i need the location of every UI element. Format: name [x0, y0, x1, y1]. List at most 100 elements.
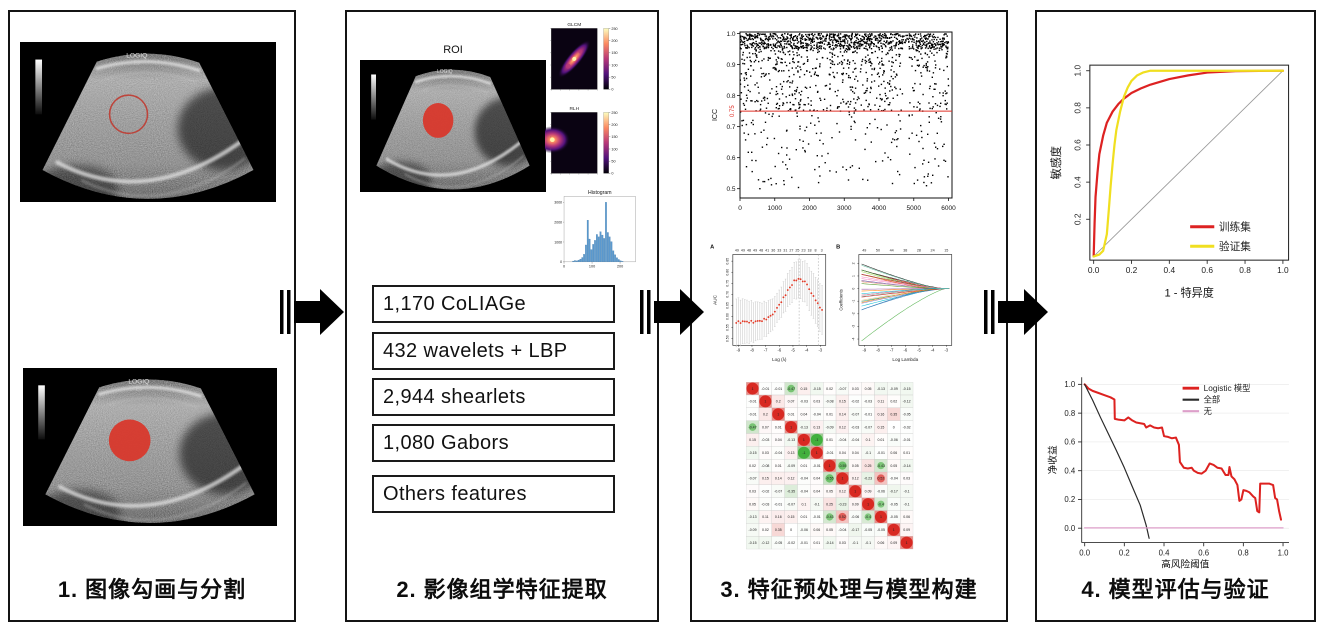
- svg-text:1: 1: [816, 451, 818, 455]
- panel-2-feature-extraction: ROI LOGIQ E9 GLCM 250 200 150 100 50 0 RLH 250 20…: [345, 10, 659, 622]
- svg-text:50: 50: [876, 248, 880, 252]
- svg-text:LOGIQ: LOGIQ: [128, 378, 149, 385]
- svg-text:训练集: 训练集: [1219, 220, 1251, 233]
- svg-text:0.8: 0.8: [1073, 102, 1083, 114]
- svg-text:0.06: 0.06: [878, 541, 885, 545]
- svg-text:1 - 特异度: 1 - 特异度: [1164, 285, 1213, 299]
- svg-text:250: 250: [611, 111, 617, 115]
- svg-text:0.2: 0.2: [1119, 548, 1130, 557]
- svg-text:1: 1: [841, 477, 843, 481]
- svg-text:100: 100: [611, 147, 617, 151]
- ultrasound-image-roi-outline: LOGIQ E9: [20, 42, 276, 202]
- svg-text:0.14: 0.14: [839, 412, 846, 416]
- svg-text:-0.03: -0.03: [761, 502, 769, 506]
- svg-text:-0.06: -0.06: [890, 438, 898, 442]
- feature-box-others: Others features: [372, 475, 615, 513]
- svg-text:验证集: 验证集: [1219, 240, 1251, 253]
- svg-text:-0.04: -0.04: [838, 438, 846, 442]
- svg-text:0.50: 0.50: [726, 335, 730, 342]
- svg-text:0.6: 0.6: [1198, 548, 1209, 557]
- svg-text:0.01: 0.01: [788, 412, 795, 416]
- svg-text:-0.01: -0.01: [800, 541, 808, 545]
- svg-text:-0.04: -0.04: [813, 412, 821, 416]
- flow-arrow-icon: [280, 289, 344, 335]
- caption-number: 1.: [57, 577, 79, 602]
- svg-text:0.16: 0.16: [775, 515, 782, 519]
- svg-text:-0.01: -0.01: [774, 387, 782, 391]
- svg-text:-0.01: -0.01: [813, 464, 821, 468]
- svg-text:-0.07: -0.07: [864, 425, 872, 429]
- svg-text:0.12: 0.12: [839, 490, 846, 494]
- svg-text:0.01: 0.01: [878, 438, 885, 442]
- svg-text:0.2: 0.2: [1126, 265, 1138, 275]
- svg-text:RLH: RLH: [569, 106, 579, 112]
- svg-text:-0.09: -0.09: [826, 425, 834, 429]
- svg-text:-2: -2: [852, 312, 856, 315]
- svg-text:0: 0: [611, 172, 613, 176]
- feature-box-coliage: 1,170 CoLIAGe: [372, 285, 615, 323]
- svg-text:31: 31: [783, 248, 787, 252]
- svg-text:1: 1: [790, 425, 792, 429]
- svg-text:-0.35: -0.35: [787, 490, 795, 494]
- svg-text:-0.1: -0.1: [865, 451, 871, 455]
- svg-text:0.04: 0.04: [813, 477, 820, 481]
- svg-text:0.52: 0.52: [839, 515, 846, 519]
- svg-text:0.4: 0.4: [1073, 176, 1083, 188]
- svg-text:0.4: 0.4: [1159, 548, 1170, 557]
- svg-text:0.02: 0.02: [749, 464, 756, 468]
- svg-text:-0.07: -0.07: [749, 477, 757, 481]
- caption-text: 图像勾画与分割: [85, 577, 247, 602]
- svg-text:0.1: 0.1: [801, 502, 806, 506]
- panel-3-caption: 3. 特征预处理与模型构建: [692, 572, 1006, 604]
- glcm-heatmap: GLCM 250 200 150 100 50 0: [545, 20, 637, 102]
- svg-text:0.12: 0.12: [788, 477, 795, 481]
- svg-text:-0.03: -0.03: [864, 400, 872, 404]
- svg-text:0.1: 0.1: [866, 438, 871, 442]
- svg-text:-0.07: -0.07: [774, 490, 782, 494]
- svg-text:0.04: 0.04: [839, 451, 846, 455]
- svg-text:-0.01: -0.01: [813, 515, 821, 519]
- svg-text:0.01: 0.01: [826, 412, 833, 416]
- svg-text:-0.14: -0.14: [826, 541, 834, 545]
- caption-number: 2.: [396, 577, 417, 602]
- svg-text:-0.02: -0.02: [903, 425, 911, 429]
- svg-text:0.11: 0.11: [762, 515, 769, 519]
- svg-text:0.4: 0.4: [1064, 466, 1075, 475]
- svg-text:0.15: 0.15: [878, 425, 885, 429]
- svg-text:-0.17: -0.17: [851, 528, 859, 532]
- svg-text:-1: -1: [852, 300, 856, 303]
- svg-text:无: 无: [1204, 407, 1212, 416]
- svg-text:0.05: 0.05: [826, 528, 833, 532]
- svg-text:200: 200: [617, 264, 623, 268]
- svg-text:-0.05: -0.05: [890, 502, 898, 506]
- svg-text:0.09: 0.09: [903, 528, 910, 532]
- svg-text:-0.07: -0.07: [787, 502, 795, 506]
- svg-text:5000: 5000: [907, 205, 922, 212]
- svg-text:1000: 1000: [768, 205, 783, 212]
- svg-text:0: 0: [563, 264, 565, 268]
- svg-text:0.05: 0.05: [890, 464, 897, 468]
- svg-text:1: 1: [752, 387, 754, 391]
- svg-text:-3: -3: [818, 348, 822, 353]
- svg-text:敏感度: 敏感度: [1049, 146, 1063, 179]
- svg-text:0.02: 0.02: [826, 387, 833, 391]
- svg-text:-0.47: -0.47: [749, 425, 757, 429]
- svg-text:48: 48: [759, 248, 763, 252]
- svg-text:-0.09: -0.09: [749, 528, 757, 532]
- svg-text:0.01: 0.01: [775, 464, 782, 468]
- feature-box-shearlets: 2,944 shearlets: [372, 378, 615, 416]
- svg-text:0: 0: [893, 425, 895, 429]
- svg-text:150: 150: [611, 135, 617, 139]
- decision-curve-plot: 0.0 0.2 0.4 0.6 0.8 1.0 0.0 0.2 0.4 0.6 0.8 1.0 高风险阈…: [1045, 368, 1311, 572]
- ultrasound-image-roi-filled: LOGIQ E9: [23, 368, 277, 526]
- svg-text:净收益: 净收益: [1047, 445, 1059, 474]
- svg-text:3000: 3000: [554, 201, 562, 205]
- feature-box-wavelets-lbp: 432 wavelets + LBP: [372, 332, 615, 370]
- svg-text:-0.01: -0.01: [774, 502, 782, 506]
- svg-text:0.01: 0.01: [813, 541, 820, 545]
- svg-text:1: 1: [854, 490, 856, 494]
- svg-text:0.6: 0.6: [726, 155, 735, 162]
- svg-text:-0.04: -0.04: [774, 451, 782, 455]
- svg-text:-0.23: -0.23: [864, 477, 872, 481]
